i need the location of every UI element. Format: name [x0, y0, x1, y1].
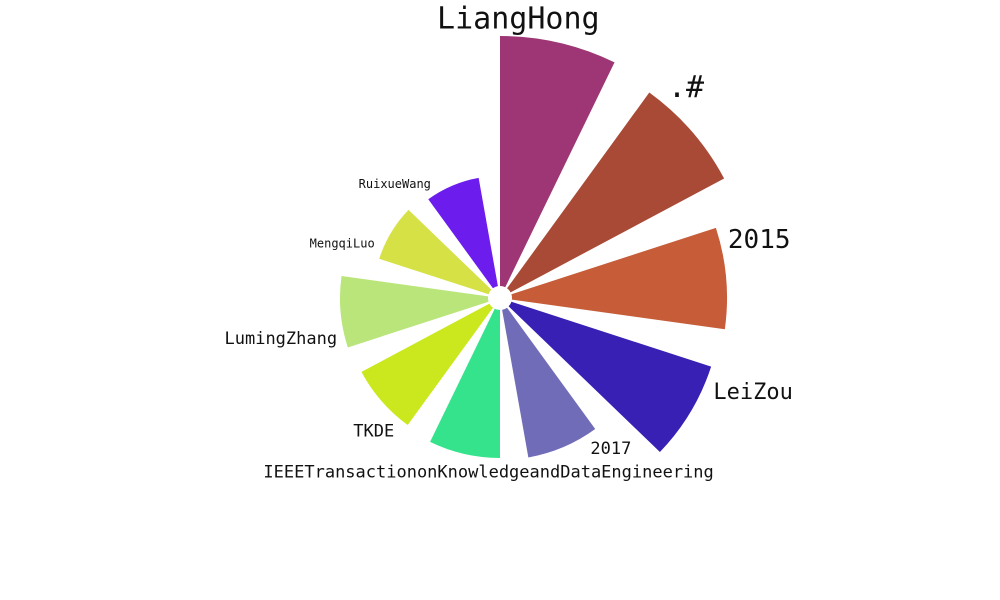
label-2: 2015 — [728, 225, 791, 255]
bar-tkde — [361, 303, 493, 426]
bar-ieeetransactiononknowledgeanddataengineering — [430, 308, 500, 459]
label-5: IEEETransactiononKnowledgeandDataEnginee… — [263, 463, 713, 483]
label-1: .# — [668, 70, 704, 105]
label-8: MengqiLuo — [310, 237, 375, 251]
bar-2017 — [502, 307, 596, 458]
bar-leizou — [508, 301, 712, 452]
bar-ruixuewang — [428, 177, 498, 289]
label-6: TKDE — [353, 422, 394, 442]
bar- — [507, 92, 725, 293]
label-0: LiangHong — [437, 2, 600, 37]
bar-2015 — [511, 227, 727, 330]
bar-lumingzhang — [340, 275, 489, 348]
label-9: RuixueWang — [359, 177, 431, 191]
label-7: LumingZhang — [225, 329, 338, 349]
bar-lianghong — [500, 36, 615, 288]
bar-mengqiluo — [379, 209, 492, 295]
label-4: 2017 — [590, 439, 631, 459]
label-3: LeiZou — [713, 380, 792, 405]
